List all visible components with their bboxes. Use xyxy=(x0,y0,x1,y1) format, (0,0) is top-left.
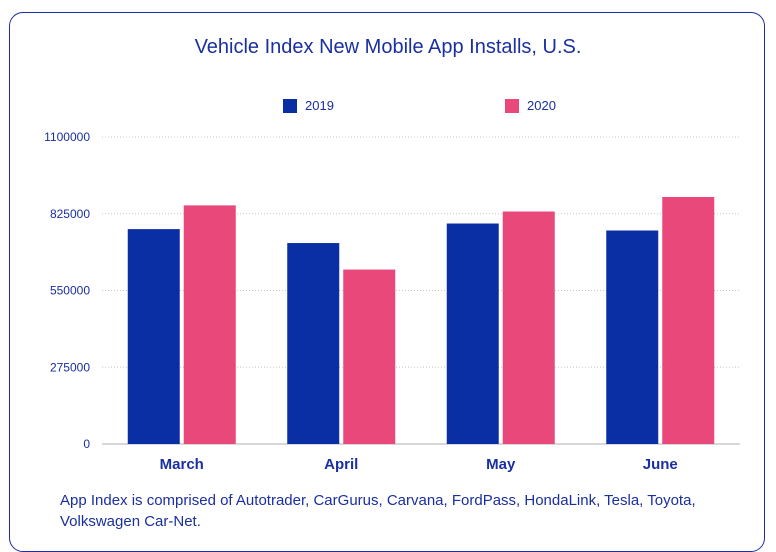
bar-2020-march xyxy=(183,205,236,444)
x-tick-label: March xyxy=(160,456,204,473)
bar-2020-may xyxy=(502,211,555,444)
y-tick-label: 825000 xyxy=(50,207,90,221)
x-tick-label: June xyxy=(643,456,678,473)
y-tick-label: 275000 xyxy=(50,360,90,374)
bar-2019-june xyxy=(606,230,659,444)
x-tick-label: April xyxy=(324,456,358,473)
legend-swatch-2020 xyxy=(505,98,519,113)
legend-swatch-2019 xyxy=(283,98,297,113)
bar-2020-june xyxy=(662,197,715,444)
legend-item-2020: 2020 xyxy=(505,98,556,113)
bar-2019-march xyxy=(127,229,180,444)
y-tick-label: 1100000 xyxy=(44,130,90,144)
chart-title: Vehicle Index New Mobile App Installs, U… xyxy=(194,36,582,58)
y-tick-label: 0 xyxy=(83,437,90,451)
legend-label-2019: 2019 xyxy=(305,98,334,113)
x-tick-label: May xyxy=(486,456,516,473)
bar-2019-may xyxy=(446,223,499,444)
legend-label-2020: 2020 xyxy=(527,98,556,113)
legend-item-2019: 2019 xyxy=(283,98,334,113)
y-tick-label: 550000 xyxy=(50,284,90,298)
footnote: App Index is comprised of Autotrader, Ca… xyxy=(60,492,696,530)
bar-2020-april xyxy=(343,269,396,444)
bar-2019-april xyxy=(287,243,340,444)
